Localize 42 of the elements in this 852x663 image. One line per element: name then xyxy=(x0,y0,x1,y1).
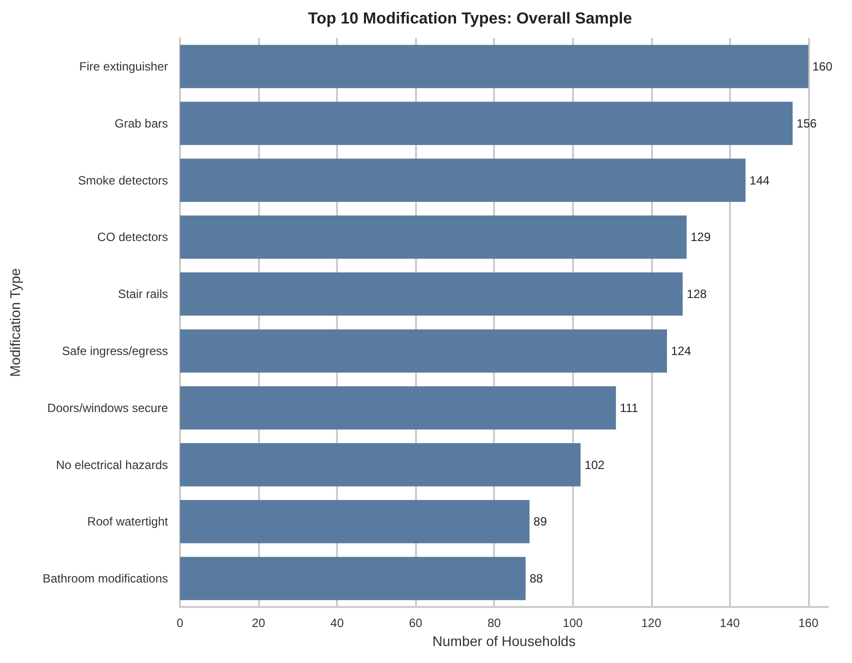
data-label: 160 xyxy=(812,59,833,74)
bar xyxy=(180,44,808,88)
x-tick-label: 160 xyxy=(798,616,819,630)
bar xyxy=(180,500,530,544)
data-label: 144 xyxy=(750,173,770,188)
bar xyxy=(180,158,746,202)
x-tick-label: 120 xyxy=(641,616,662,630)
y-tick-label: Roof watertight xyxy=(87,514,169,529)
x-tick-label: 20 xyxy=(252,616,266,630)
y-tick-label: Stair rails xyxy=(118,287,168,302)
y-axis-title: Modification Type xyxy=(7,268,23,377)
y-tick-label: Fire extinguisher xyxy=(79,59,168,74)
bar xyxy=(180,216,687,259)
data-label: 124 xyxy=(670,344,692,358)
bar xyxy=(180,556,526,600)
y-tick-label: Doors/windows secure xyxy=(47,400,168,415)
x-tick-label: 140 xyxy=(720,616,740,630)
bar xyxy=(180,443,581,486)
x-axis-title: Number of Households xyxy=(432,632,576,649)
y-tick-label: Safe ingress/egress xyxy=(62,344,168,358)
y-tick-label: Smoke detectors xyxy=(78,173,168,188)
x-tick-label: 0 xyxy=(176,616,184,630)
bar xyxy=(180,386,616,430)
y-tick-label: No electrical hazards xyxy=(56,458,168,472)
data-label: 128 xyxy=(686,287,708,302)
y-tick-label: Bathroom modifications xyxy=(42,572,168,586)
data-label: 156 xyxy=(796,116,817,130)
data-label: 89 xyxy=(534,514,548,529)
bar xyxy=(180,272,683,316)
x-tick-label: 40 xyxy=(330,616,344,630)
x-tick-label: 100 xyxy=(562,616,584,630)
data-label: 129 xyxy=(690,230,711,244)
bar xyxy=(180,329,667,373)
bar xyxy=(180,102,793,145)
y-tick-label: CO detectors xyxy=(97,230,168,244)
data-label: 102 xyxy=(584,458,605,472)
x-tick-label: 60 xyxy=(408,616,423,630)
chart-title: Top 10 Modification Types: Overall Sample xyxy=(308,10,632,28)
x-tick-label: 80 xyxy=(488,616,502,630)
data-label: 111 xyxy=(620,400,638,415)
y-tick-label: Grab bars xyxy=(114,116,168,130)
data-label: 88 xyxy=(530,572,544,586)
